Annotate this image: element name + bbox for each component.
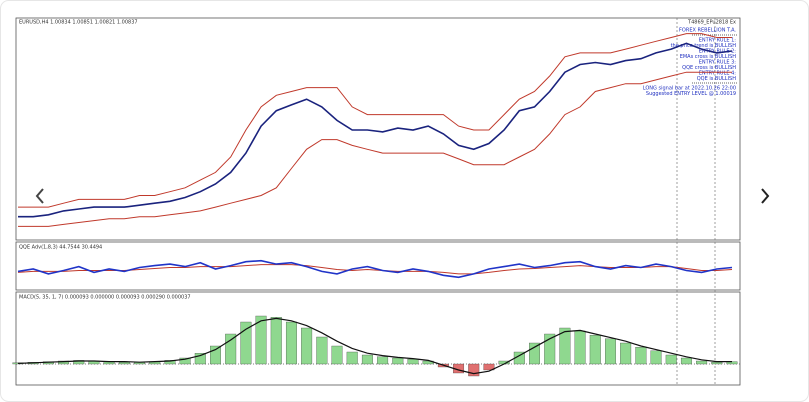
histogram-bar	[118, 362, 130, 365]
histogram-bar	[544, 333, 556, 365]
histogram-bar	[301, 327, 313, 365]
qqe-title: QQE Adv(1,8,3) 44.7544 30.4494	[19, 245, 102, 251]
info-line: ENTRY RULE 4:	[699, 71, 737, 77]
histogram-bar	[392, 357, 404, 365]
series-line	[17, 259, 733, 279]
histogram-bar	[589, 335, 601, 365]
histogram-bar	[331, 345, 343, 365]
info-panel: FOREX REBELLION T.A. ENTRY RULE 1:the pri…	[643, 28, 738, 97]
info-signal: LONG signal bar at 2022.10.26 22:00	[643, 86, 736, 92]
histogram-bar	[377, 356, 389, 365]
histogram-bar	[468, 363, 480, 377]
series-line	[17, 317, 732, 375]
info-signal: Suggested ENTRY LEVEL @ 1.00019	[646, 91, 736, 97]
histogram-bar	[73, 360, 85, 365]
histogram-bar	[559, 327, 571, 365]
qqe-panel	[15, 241, 741, 291]
info-line: the price trend is BULLISH	[671, 43, 737, 49]
symbol-label: EURUSD,H4 1.00834 1.00851 1.00821 1.0083…	[19, 20, 138, 26]
histogram-bar	[210, 345, 221, 365]
info-line: QQE cross is BULLISH	[682, 65, 736, 71]
histogram-bar	[665, 354, 677, 365]
series-line	[18, 33, 732, 208]
info-line: ENTRY RULE 1:	[699, 38, 737, 44]
histogram-bar	[179, 357, 191, 365]
info-title: FOREX REBELLION T.A.	[679, 28, 736, 34]
histogram-bar	[696, 360, 708, 365]
histogram-bar	[680, 357, 692, 365]
histogram-bar	[58, 360, 70, 365]
series-line	[18, 71, 732, 227]
histogram-bar	[529, 342, 540, 365]
account-label: T4869_EPu2818 Ex	[687, 20, 736, 26]
histogram-bar	[407, 359, 419, 365]
carousel-prev[interactable]	[35, 188, 44, 204]
carousel-next[interactable]	[761, 188, 770, 204]
histogram-bar	[574, 330, 586, 365]
info-line: ENTRY RULE 3:	[699, 60, 737, 66]
info-line: EMAs cross is BULLISH	[680, 54, 737, 60]
histogram-bar	[194, 353, 206, 365]
main-panel	[15, 17, 741, 241]
histogram-bar	[361, 354, 373, 365]
histogram-bar	[285, 321, 297, 365]
series-line	[18, 42, 733, 218]
macd-panel	[15, 291, 741, 386]
histogram-bar	[225, 333, 237, 365]
histogram-bar	[316, 336, 328, 365]
histogram-bar	[240, 321, 252, 365]
info-line: ENTRY RULE 2:	[699, 49, 737, 55]
histogram-bar	[650, 350, 662, 365]
histogram-bar	[270, 317, 282, 365]
histogram-bar	[483, 363, 495, 371]
macd-title: MACD(5, 35, 1, 7) 0.000093 0.000000 0.00…	[19, 295, 191, 301]
series-line	[17, 264, 733, 275]
histogram-bar	[346, 351, 358, 365]
histogram-bar	[605, 338, 616, 365]
histogram-bar	[255, 315, 267, 365]
info-line: QQE is BULLISH	[697, 76, 737, 82]
histogram-bar	[620, 342, 632, 365]
histogram-bar	[711, 362, 723, 365]
histogram-bar	[635, 347, 647, 365]
